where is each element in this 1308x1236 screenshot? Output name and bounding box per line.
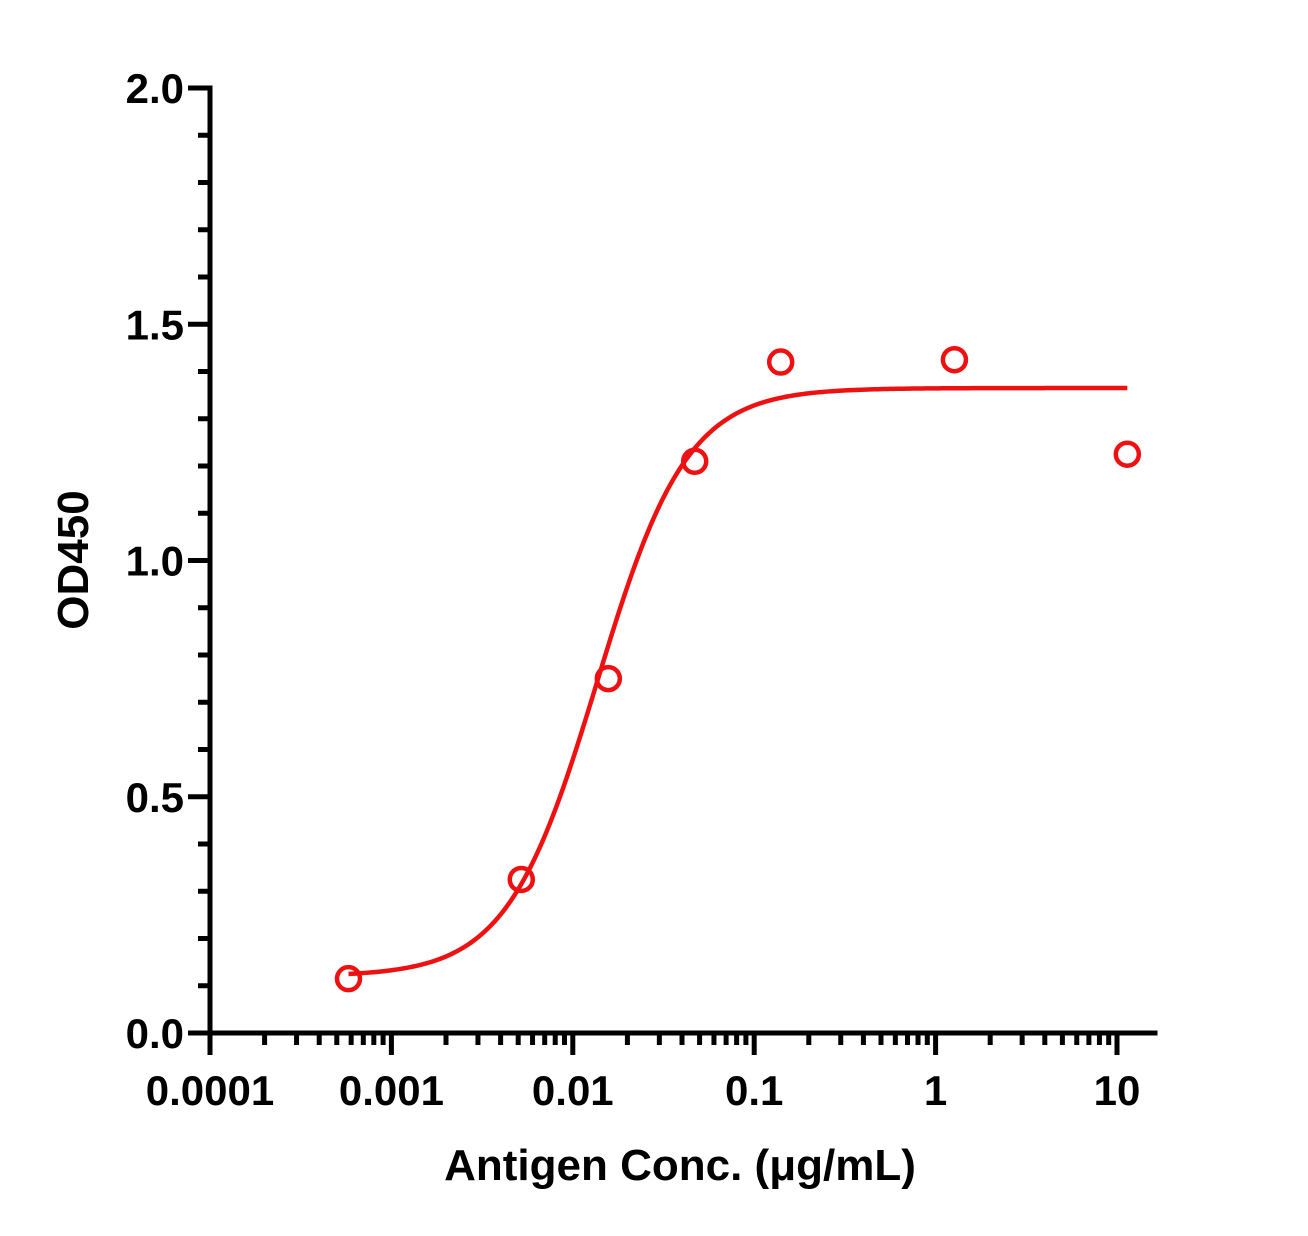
y-tick-label: 0.5 <box>126 774 184 821</box>
data-point <box>1113 440 1142 468</box>
x-tick-label: 0.001 <box>339 1067 444 1114</box>
y-axis-title: OD450 <box>49 490 98 629</box>
data-point <box>680 447 709 476</box>
data-point <box>766 348 795 376</box>
axes: 0.0 0.5 1.0 1.5 2.0 0.0001 0.001 0.01 0.1 1 10 <box>126 65 1158 1114</box>
x-tick-label: 10 <box>1094 1067 1141 1114</box>
x-tick-label: 0.01 <box>532 1067 614 1114</box>
data-point <box>507 865 536 894</box>
data-point <box>334 964 363 993</box>
x-tick-label: 0.0001 <box>146 1067 274 1114</box>
x-axis-title: Antigen Conc. (μg/mL) <box>444 1141 916 1190</box>
data-point <box>940 345 969 374</box>
y-tick-label: 1.5 <box>126 301 184 348</box>
x-tick-label: 1 <box>924 1067 947 1114</box>
y-tick-label: 2.0 <box>126 65 184 112</box>
y-tick-label: 0.0 <box>126 1010 184 1057</box>
data-point <box>594 664 623 693</box>
plot-area <box>334 345 1142 993</box>
x-tick-label: 0.1 <box>725 1067 783 1114</box>
fit-curve <box>348 385 1128 977</box>
y-tick-label: 1.0 <box>126 538 184 585</box>
